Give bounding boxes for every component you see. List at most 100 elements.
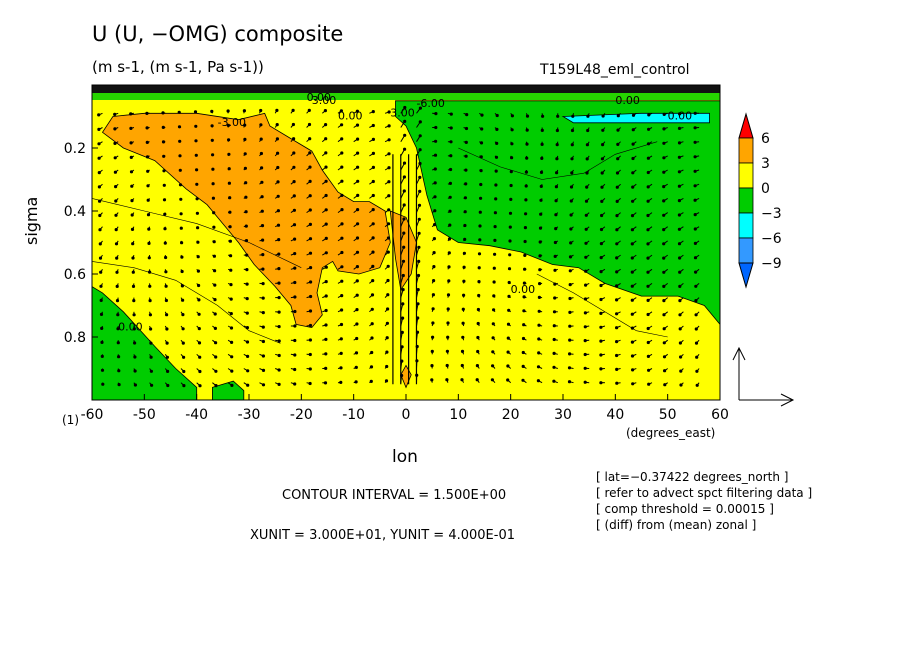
vector-arrow-head <box>693 126 697 130</box>
vector-arrow-head <box>662 185 666 189</box>
vector-arrow-head <box>385 336 389 340</box>
vector-arrow-head <box>677 184 682 188</box>
vector-arrow-head <box>646 256 650 260</box>
vector-arrow-head <box>165 313 169 317</box>
vector-arrow-head <box>418 161 422 166</box>
vector-arrow-head <box>507 267 512 271</box>
vector-arrow-head <box>538 226 543 230</box>
y-axis-label: sigma <box>22 196 41 245</box>
vector-arrow-head <box>509 197 513 201</box>
vector-arrow-head <box>693 227 697 231</box>
contour-line <box>458 141 658 180</box>
vector-arrow-head <box>214 341 218 345</box>
vector-arrow-head <box>554 185 559 189</box>
vector-arrow-head <box>678 112 682 116</box>
vector-arrow-head <box>133 341 137 345</box>
vector-arrow-head <box>197 298 201 302</box>
vector-arrow-head <box>694 341 699 345</box>
vector-arrow-head <box>416 302 420 306</box>
vector-arrow-head <box>277 252 281 256</box>
vector-arrow-head <box>355 308 359 312</box>
vector-arrow-head <box>148 270 152 274</box>
vector-arrow-head <box>570 171 574 175</box>
vector-arrow-head <box>387 152 391 156</box>
vector-arrow-head <box>261 325 265 329</box>
vector-arrow-head <box>340 294 344 298</box>
vector-arrow-head <box>214 369 218 373</box>
vector-arrow-head <box>308 194 312 198</box>
vector-arrow-head <box>293 280 297 285</box>
vector-arrow-head <box>195 168 199 172</box>
vector-arrow-head <box>509 183 513 188</box>
vector-arrow-head <box>491 364 495 368</box>
vector-arrow-head <box>646 170 650 175</box>
vector-arrow-head <box>569 227 573 231</box>
vector-arrow-head <box>538 268 542 272</box>
vector-arrow-head <box>510 142 514 146</box>
vector-arrow-head <box>567 380 572 384</box>
vector-arrow-head <box>525 128 529 132</box>
vector-arrow-head <box>402 217 406 221</box>
vector-arrow-head <box>308 137 312 141</box>
colorbar-label: −9 <box>761 256 782 272</box>
vector-arrow-head <box>541 114 545 118</box>
vector-arrow-head <box>99 284 103 288</box>
vector-arrow-head <box>539 198 543 202</box>
vector-arrow-head <box>494 169 498 173</box>
vector-arrow-head <box>583 352 587 357</box>
vector-arrow-head <box>276 165 280 170</box>
vector-arrow-head <box>678 284 682 288</box>
vector-arrow-head <box>479 182 483 187</box>
vector-arrow-head <box>678 299 682 303</box>
vector-arrow-head <box>615 256 619 260</box>
vector-arrow-head <box>430 378 434 382</box>
vector-arrow-head <box>212 225 216 229</box>
vector-arrow-head <box>371 137 375 141</box>
vector-arrow-head <box>677 155 682 159</box>
vector-arrow-head <box>493 238 497 242</box>
vector-arrow-head <box>446 321 450 325</box>
vector-arrow-head <box>371 123 375 128</box>
vector-arrow-head <box>277 267 281 271</box>
vector-arrow-head <box>260 180 264 184</box>
vector-arrow-head <box>476 307 480 312</box>
vector-arrow-head <box>165 355 169 359</box>
vector-arrow-head <box>402 189 406 193</box>
vector-arrow-head <box>324 251 328 255</box>
vector-arrow-head <box>584 199 589 203</box>
vector-arrow-head <box>494 183 498 187</box>
vector-arrow-head <box>277 296 281 300</box>
vector-arrow-head <box>182 384 186 388</box>
vector-arrow-head <box>445 363 449 368</box>
vector-arrow-head <box>246 383 250 387</box>
vector-arrow-head <box>430 349 434 353</box>
vector-arrow-head <box>506 364 510 368</box>
vector-arrow-head <box>400 330 404 334</box>
vector-arrow-head <box>677 213 682 217</box>
vector-arrow-head <box>599 325 603 329</box>
vector-arrow-head <box>555 143 559 147</box>
vector-arrow-head <box>507 294 511 298</box>
vector-arrow-head <box>211 167 215 171</box>
vector-arrow-head <box>630 284 634 288</box>
vector-arrow-head <box>293 252 297 256</box>
vector-arrow-head <box>292 165 296 169</box>
vector-arrow-head <box>244 224 248 228</box>
vector-arrow-head <box>678 270 682 274</box>
vector-arrow-head <box>181 313 185 317</box>
vector-arrow-head <box>277 310 281 314</box>
vector-arrow-head <box>214 384 218 388</box>
vector-arrow-head <box>261 238 265 242</box>
vector-arrow-head <box>571 114 575 118</box>
vector-arrow-head <box>196 240 200 244</box>
positive-region-west <box>101 112 391 329</box>
vector-arrow-head <box>433 195 437 199</box>
vector-arrow-head <box>508 211 513 215</box>
vector-arrow-head <box>245 297 249 301</box>
vector-arrow-head <box>432 251 436 255</box>
vector-arrow-head <box>97 185 102 189</box>
vector-arrow-head <box>354 351 359 355</box>
vector-arrow-head <box>418 120 422 124</box>
vector-arrow-head <box>324 366 328 370</box>
vector-arrow-head <box>400 359 404 363</box>
